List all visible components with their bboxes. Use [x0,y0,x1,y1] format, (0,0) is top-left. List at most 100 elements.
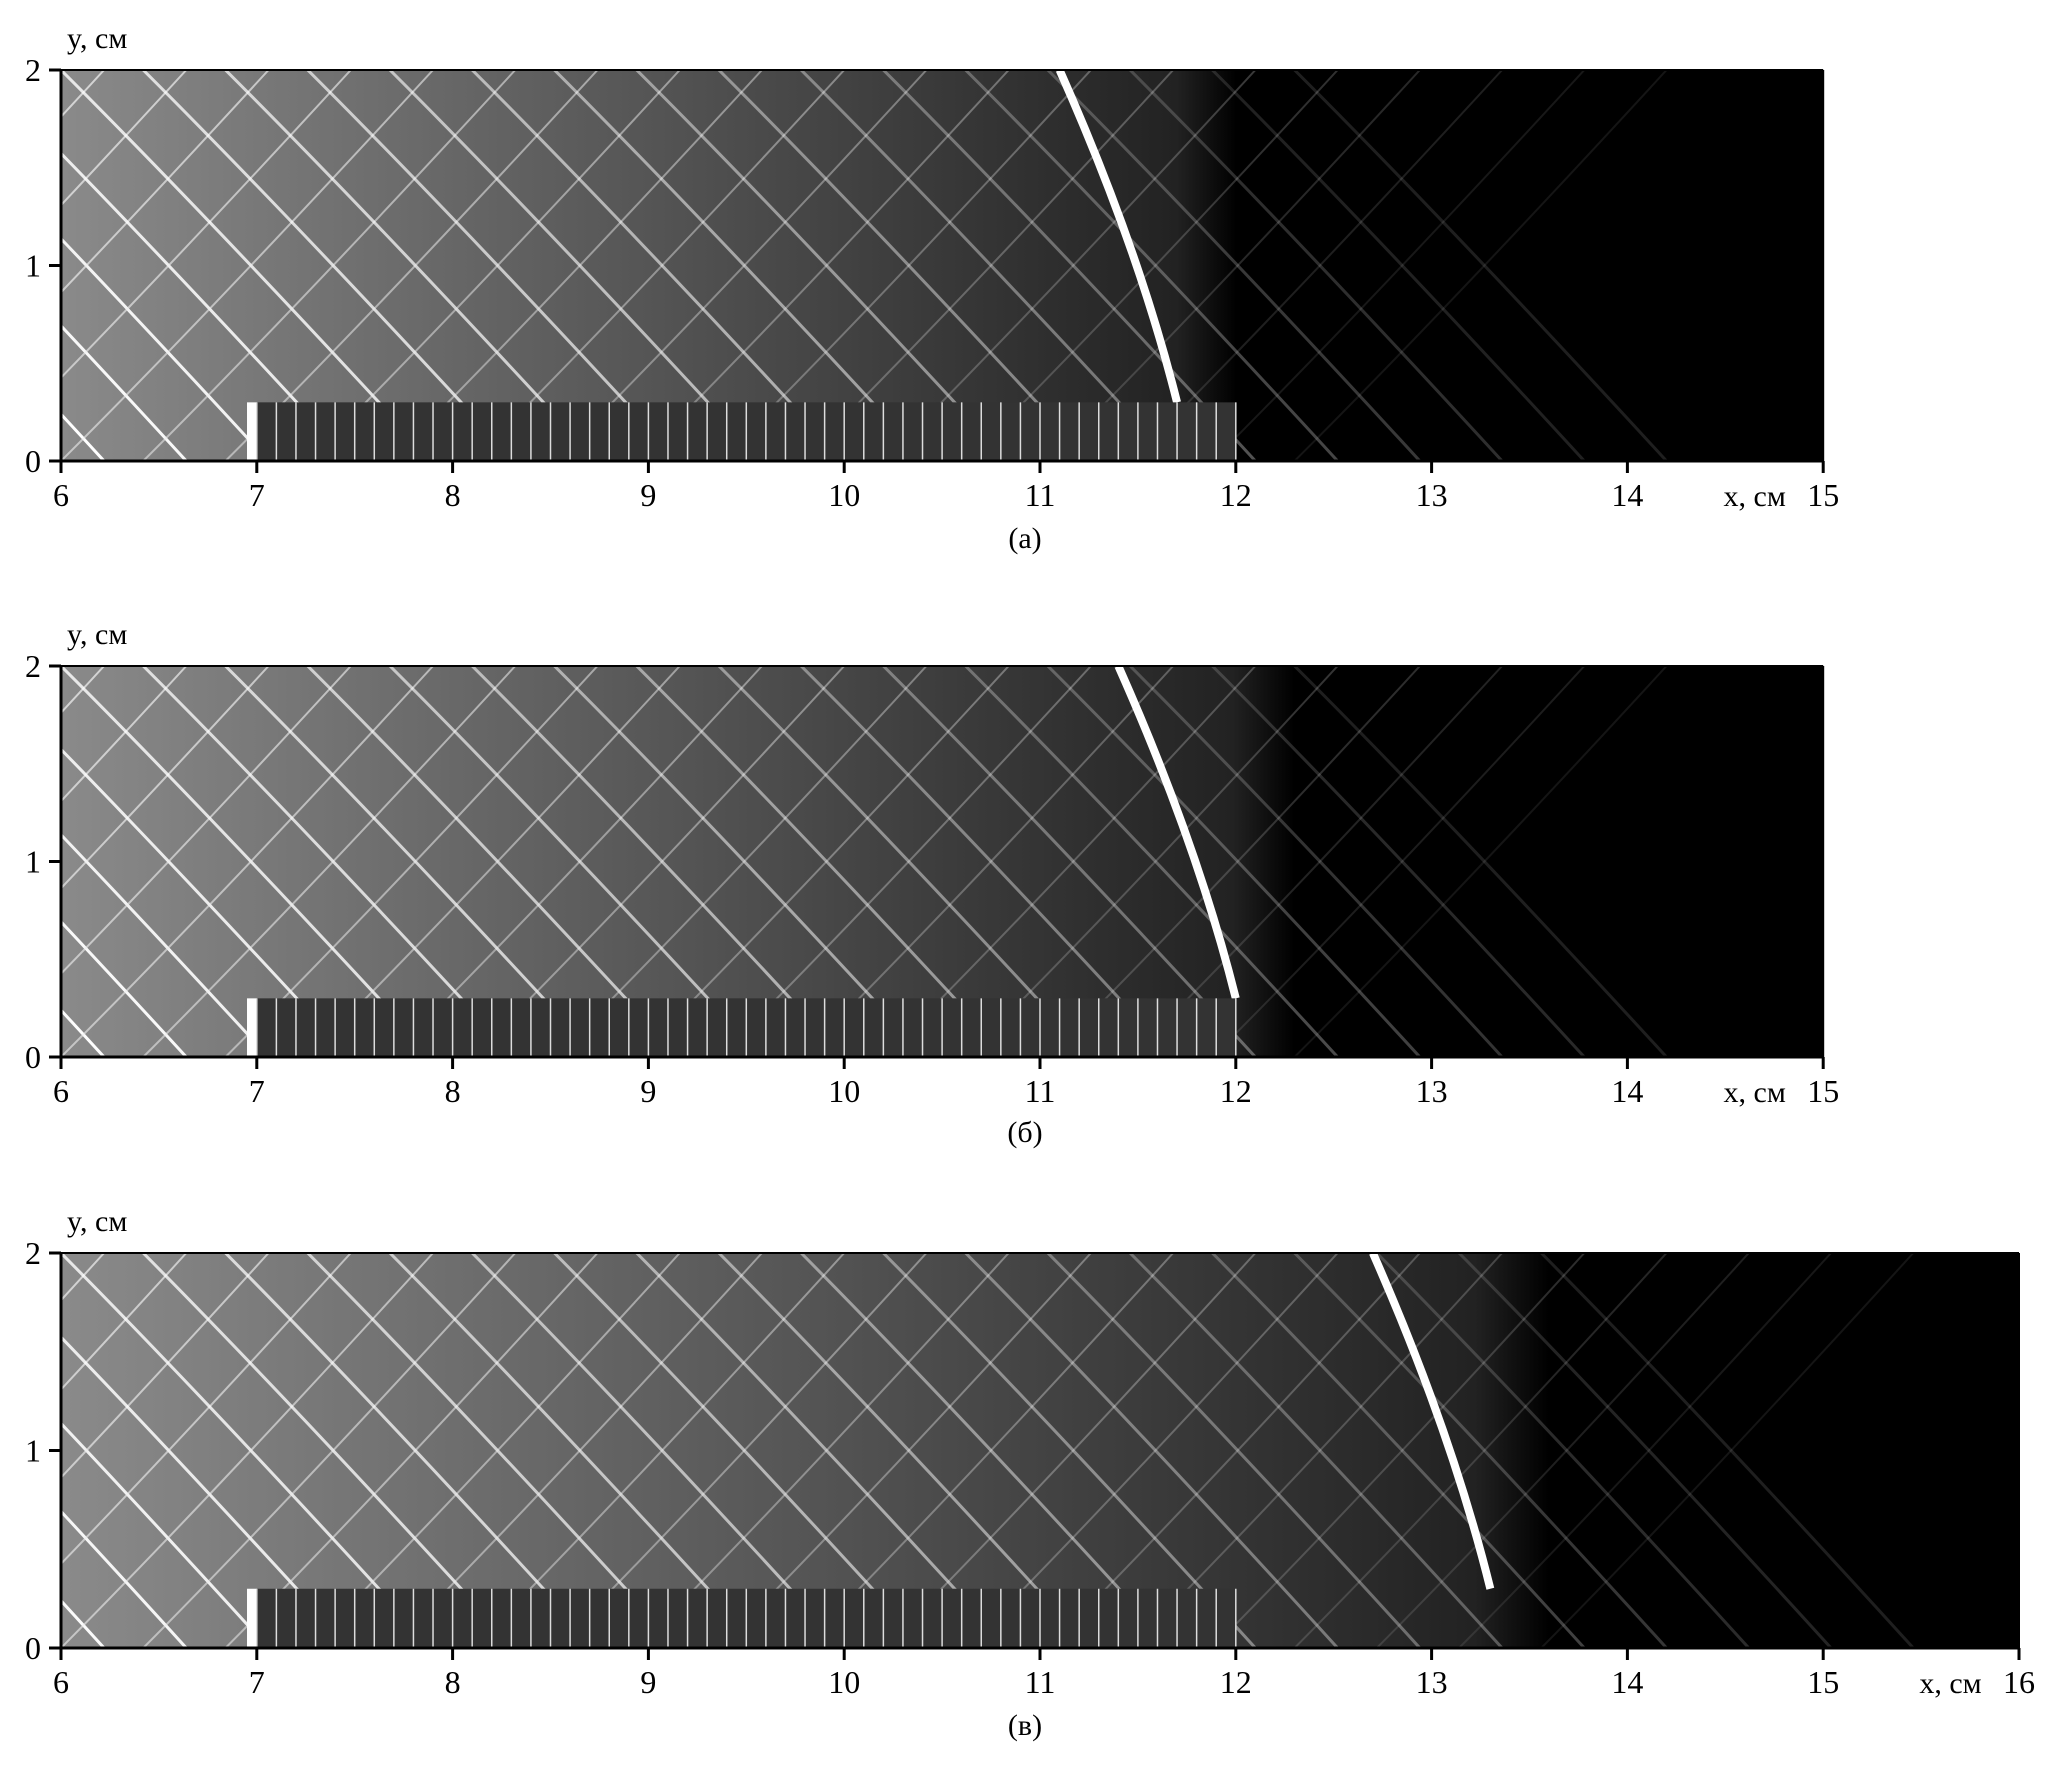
hot-spot [247,1588,257,1648]
reflected-wave [61,1253,270,1479]
shock-wave [224,70,599,461]
shock-wave [717,1253,1093,1648]
shock-wave [0,1253,22,1648]
reflected-wave [1211,666,1586,1057]
x-tick-label: 6 [53,477,69,513]
shock-wave [553,1253,928,1648]
y-tick-label: 1 [25,248,41,284]
shock-wave [964,1253,1339,1648]
y-tick-label: 2 [25,648,41,684]
shock-wave [1046,1253,1421,1648]
x-tick-label: 10 [828,1664,860,1700]
x-tick-label: 15 [1807,477,1839,513]
shock-wave [61,747,352,1057]
shock-wave [388,70,764,461]
shock-wave [471,70,846,461]
reflected-wave [142,70,516,461]
shock-wave [61,1253,435,1648]
shock-wave [471,1253,846,1648]
shock-wave [61,236,270,461]
y-tick-label: 0 [25,1039,41,1075]
shock-wave [1129,1253,1504,1648]
detonation-front [1369,1253,1495,1590]
x-tick-label: 12 [1220,1073,1252,1109]
shock-wave [61,151,352,461]
shock-pattern [0,666,1668,1057]
shock-wave [964,666,1339,1057]
shock-wave [0,70,22,461]
shock-wave [635,70,1010,461]
shock-wave [717,70,1093,461]
shock-wave [306,1253,681,1648]
shock-wave [635,666,1010,1057]
x-axis-label: x, см [1919,1667,1981,1700]
shock-wave [1129,666,1504,1057]
shock-wave [61,666,435,1057]
shock-wave [717,666,1093,1057]
shock-wave [1457,1253,1833,1648]
reflected-wave [61,70,270,294]
y-axis-label: y, см [67,22,127,55]
x-tick-label: 8 [445,1664,461,1700]
shock-wave [61,70,435,461]
shock-wave [142,70,517,461]
shock-wave [61,1421,270,1648]
shock-wave [142,666,517,1057]
y-tick-label: 1 [25,1433,41,1469]
x-tick-label: 13 [1416,1073,1448,1109]
reflected-wave [61,70,434,461]
x-tick-label: 11 [1025,1073,1056,1109]
shock-wave [1211,1253,1586,1648]
shock-wave [800,1253,1175,1648]
shock-wave [388,666,764,1057]
schlieren-field [61,666,1824,1057]
x-tick-label: 10 [828,477,860,513]
shock-wave [61,323,188,461]
x-tick-label: 10 [828,1073,860,1109]
x-tick-label: 14 [1611,477,1643,513]
x-tick-label: 11 [1025,1664,1056,1700]
reflected-wave [1211,1253,1586,1648]
reflected-wave [1293,70,1668,461]
reflected-wave [0,666,22,1057]
reflected-wave [1540,1253,1915,1648]
reflected-wave [1293,1253,1668,1648]
reflected-wave [61,1253,352,1566]
shock-wave [553,666,928,1057]
shock-wave [61,832,270,1057]
x-tick-label: 12 [1220,1664,1252,1700]
hot-spot [247,998,257,1057]
y-tick-label: 0 [25,1630,41,1666]
reflected-wave [61,70,352,380]
x-axis-label: x, см [1724,1076,1786,1109]
reflected-wave [61,70,188,207]
panel-caption: (в) [1008,1709,1042,1742]
shock-wave [0,666,22,1057]
y-tick-label: 2 [25,52,41,88]
shock-wave [142,1253,517,1648]
x-tick-label: 14 [1611,1073,1643,1109]
y-tick-label: 0 [25,443,41,479]
reflected-wave [1211,70,1586,461]
shock-wave [388,1253,764,1648]
x-tick-label: 7 [249,477,265,513]
x-tick-label: 13 [1416,1664,1448,1700]
shock-wave [1293,1253,1668,1648]
x-tick-label: 9 [640,1073,656,1109]
x-tick-label: 6 [53,1664,69,1700]
panel-caption: (а) [1008,522,1041,555]
x-tick-label: 16 [2003,1664,2035,1700]
detonation-front [1114,666,1240,1000]
x-tick-label: 6 [53,1073,69,1109]
panel-caption: (б) [1007,1116,1042,1149]
shock-wave [882,666,1257,1057]
x-tick-label: 9 [640,477,656,513]
shock-wave [1375,1253,1750,1648]
x-tick-label: 8 [445,1073,461,1109]
reflected-wave [142,666,516,1057]
shock-wave [224,666,599,1057]
